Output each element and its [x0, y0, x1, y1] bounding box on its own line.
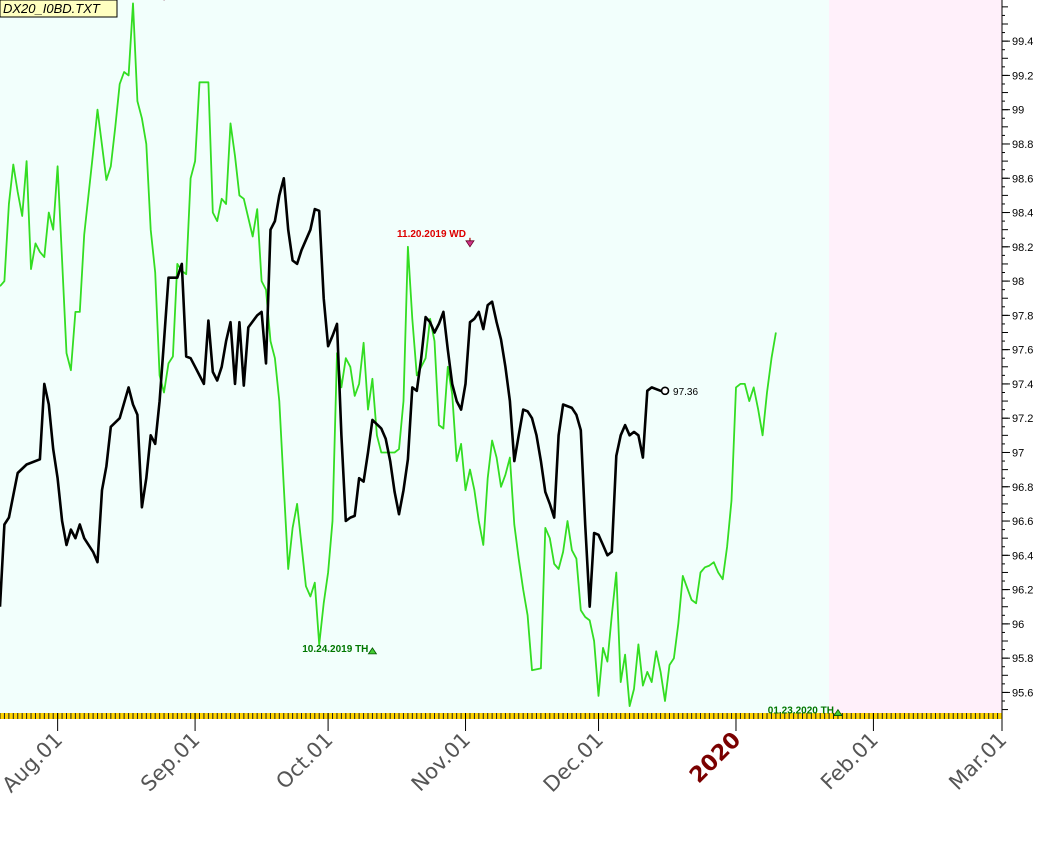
y-tick-label: 96 [1012, 619, 1024, 631]
y-tick-label: 97 [1012, 447, 1024, 459]
y-tick-label: 99 [1012, 105, 1024, 117]
y-tick-label: 98.8 [1012, 139, 1033, 151]
y-tick-label: 97.6 [1012, 345, 1033, 357]
series-line-0 [0, 177, 665, 608]
annotation-label: 10.24.2019 TH [302, 644, 368, 655]
y-tick-label: 98 [1012, 276, 1024, 288]
y-axis: 95.6 95.8 96 96.2 96.4 96.6 96.8 97 97.2 97.4 97.6… [1001, 0, 1033, 713]
y-tick-label: 96.4 [1012, 550, 1033, 562]
shaded-region [829, 0, 1002, 713]
y-tick-label: 96.6 [1012, 516, 1033, 528]
x-tick-label: 2020 [685, 728, 746, 789]
last-value-marker [660, 386, 670, 396]
x-tick-label: Nov.01 [407, 728, 475, 796]
x-tick-label: Aug.01 [0, 728, 67, 798]
y-tick-label: 96.8 [1012, 482, 1033, 494]
chart-title: DX20_I0BD.TXT [3, 1, 101, 16]
up-arrow-icon [367, 647, 378, 655]
last-value-label: 97.36 [673, 387, 698, 398]
x-axis: Aug.01 Sep.01 Oct.01 Nov.01 Dec.01 2020 Feb.01… [0, 713, 1012, 797]
annotation-label: 11.20.2019 WD [397, 229, 466, 240]
y-tick-label: 98.2 [1012, 242, 1033, 254]
x-tick-label: Mar.01 [944, 728, 1011, 795]
y-tick-label: 98.4 [1012, 208, 1033, 220]
y-tick-label: 96.2 [1012, 585, 1033, 597]
title-box: DX20_I0BD.TXT [0, 0, 118, 18]
y-tick-label: 97.2 [1012, 413, 1033, 425]
y-tick-label: 98.6 [1012, 173, 1033, 185]
y-tick-label: 97.8 [1012, 310, 1033, 322]
y-tick-label: 99.2 [1012, 70, 1033, 82]
x-tick-label: Feb.01 [816, 728, 883, 795]
x-tick-label: Oct.01 [271, 728, 337, 794]
up-arrow-icon [833, 708, 843, 716]
x-tick-label: Dec.01 [539, 728, 608, 797]
y-tick-label: 97.4 [1012, 379, 1033, 391]
annotation-label: 01.23.2020 TH [768, 706, 834, 717]
x-tick-label: Sep.01 [136, 728, 205, 797]
series-line-1 [0, 2, 777, 707]
y-tick-label: 95.8 [1012, 653, 1033, 665]
down-arrow-icon [465, 240, 475, 248]
y-tick-label: 99.4 [1012, 36, 1033, 48]
series-layer: 97.36 [0, 2, 777, 707]
y-tick-label: 95.6 [1012, 687, 1033, 699]
